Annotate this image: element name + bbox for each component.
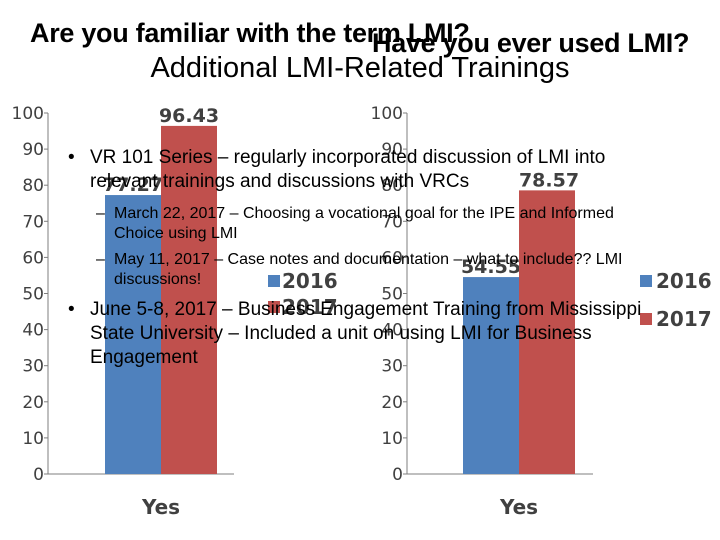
chart-2-y-tick-label: 100	[371, 104, 403, 124]
chart-1-category-label: Yes	[141, 495, 180, 519]
chart-2-y-tick-label: 20	[381, 393, 403, 413]
chart-1-y-tick-label: 40	[22, 321, 44, 341]
sub-bullet-text: March 22, 2017 – Choosing a vocational g…	[114, 205, 614, 242]
chart-2-y-tick-label: 0	[392, 465, 403, 485]
chart-1-data-label-2017: 96.43	[159, 105, 219, 127]
sub-bullet-text: May 11, 2017 – Case notes and documentat…	[114, 251, 622, 288]
bullet-text: VR 101 Series – regularly incorporated d…	[90, 147, 605, 192]
chart-2-y-tick-label: 10	[381, 429, 403, 449]
bullet-item: • VR 101 Series – regularly incorporated…	[68, 146, 668, 194]
sub-bullet-item: – May 11, 2017 – Case notes and document…	[68, 250, 668, 290]
chart-2-category-label: Yes	[499, 495, 538, 519]
bullet-item: • June 5-8, 2017 – Business Engagement T…	[68, 298, 668, 370]
bullet-text: June 5-8, 2017 – Business Engagement Tra…	[90, 299, 641, 368]
sub-bullet-dash: –	[96, 204, 105, 224]
chart-1-y-tick-label: 0	[33, 465, 44, 485]
chart-1-y-tick-label: 60	[22, 248, 44, 268]
sub-bullet-item: – March 22, 2017 – Choosing a vocational…	[68, 204, 668, 244]
chart-1-y-tick-label: 70	[22, 212, 44, 232]
chart-1-y-tick-label: 90	[22, 140, 44, 160]
sub-bullet-dash: –	[96, 250, 105, 270]
chart-1-y-tick-label: 80	[22, 176, 44, 196]
chart-1-y-tick-label: 100	[12, 104, 44, 124]
bullet-dot: •	[68, 146, 75, 170]
bullet-dot: •	[68, 298, 75, 322]
slide-title: Additional LMI-Related Trainings	[0, 52, 720, 85]
chart-1-y-tick-label: 30	[22, 357, 44, 377]
bullet-list: • VR 101 Series – regularly incorporated…	[68, 146, 668, 380]
chart-1-y-tick-label: 20	[22, 393, 44, 413]
chart-1-y-tick-label: 10	[22, 429, 44, 449]
chart-1-y-tick-label: 50	[22, 285, 44, 305]
